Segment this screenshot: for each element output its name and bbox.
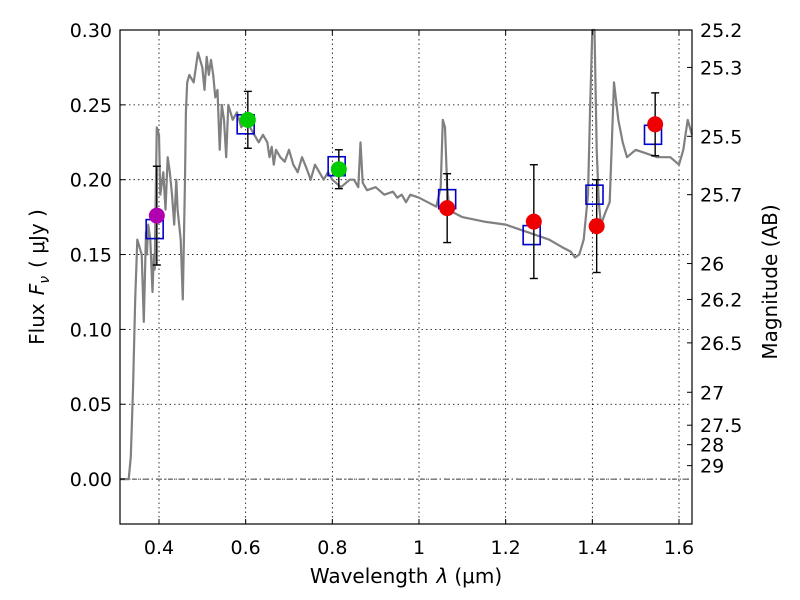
grid-lines: [120, 29, 692, 524]
y-tick-label: 0.15: [70, 245, 112, 267]
right-tick-label: 25.2: [700, 20, 742, 42]
observed-point: [148, 207, 165, 224]
x-tick-label: 1.2: [491, 537, 521, 559]
x-axis-label: Wavelength λ (μm): [310, 564, 502, 588]
model-sed-curve-layer: [120, 28, 694, 481]
y-tick-label: 0.00: [70, 469, 112, 491]
right-tick-label: 27.5: [700, 415, 742, 437]
x-tick-label: 0.4: [144, 537, 174, 559]
x-tick-label: 0.6: [231, 537, 261, 559]
right-tick-label: 26.5: [700, 333, 742, 355]
right-tick-label: 26.2: [700, 289, 742, 311]
right-tick-label: 27: [700, 382, 724, 404]
x-tick-label: 1.4: [577, 537, 607, 559]
right-tick-label: 28: [700, 435, 724, 457]
right-tick-label: 25.7: [700, 185, 742, 207]
observed-point: [647, 116, 664, 133]
right-tick-label: 29: [700, 456, 724, 478]
axis-ticks: 0.4 0.6 0.8 1 1.2 1.4 1.6 0.00 0.05 0.10 0.15 0.20 0…: [70, 20, 743, 559]
y-tick-label: 0.20: [70, 170, 112, 192]
y-tick-label: 0.25: [70, 95, 112, 117]
x-tick-label: 0.8: [317, 537, 347, 559]
model-photometry-square: [585, 184, 604, 205]
observed-point: [525, 213, 542, 230]
plot-frame: [119, 29, 693, 525]
y-tick-label: 0.30: [70, 20, 112, 42]
observed-point: [588, 218, 605, 235]
y-tick-label: 0.05: [70, 394, 112, 416]
right-tick-label: 26: [700, 254, 724, 276]
right-axis-label: Magnitude (AB): [758, 204, 782, 359]
x-tick-label: 1.6: [664, 537, 694, 559]
y-axis-label: FluxFν( μJy ): [25, 209, 53, 345]
observed-point: [439, 200, 456, 217]
x-tick-label: 1: [413, 537, 425, 559]
observed-point: [239, 111, 256, 128]
model-sed-curve: [120, 28, 694, 481]
right-tick-label: 25.5: [700, 126, 742, 148]
y-tick-label: 0.10: [70, 319, 112, 341]
right-tick-label: 25.3: [700, 57, 742, 79]
observed-point: [330, 161, 347, 178]
observed-points-layer: [148, 111, 664, 235]
